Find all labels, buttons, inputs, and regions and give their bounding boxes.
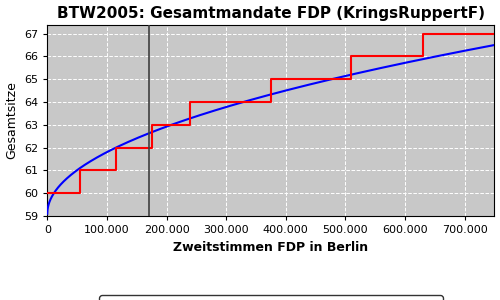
Title: BTW2005: Gesamtmandate FDP (KringsRuppertF): BTW2005: Gesamtmandate FDP (KringsRupper… (57, 6, 485, 21)
Y-axis label: Gesamtsitze: Gesamtsitze (6, 81, 18, 159)
X-axis label: Zweitstimmen FDP in Berlin: Zweitstimmen FDP in Berlin (174, 241, 368, 254)
Legend: Sitze real, Sitze ideal, Wahlergebnis: Sitze real, Sitze ideal, Wahlergebnis (99, 295, 442, 300)
